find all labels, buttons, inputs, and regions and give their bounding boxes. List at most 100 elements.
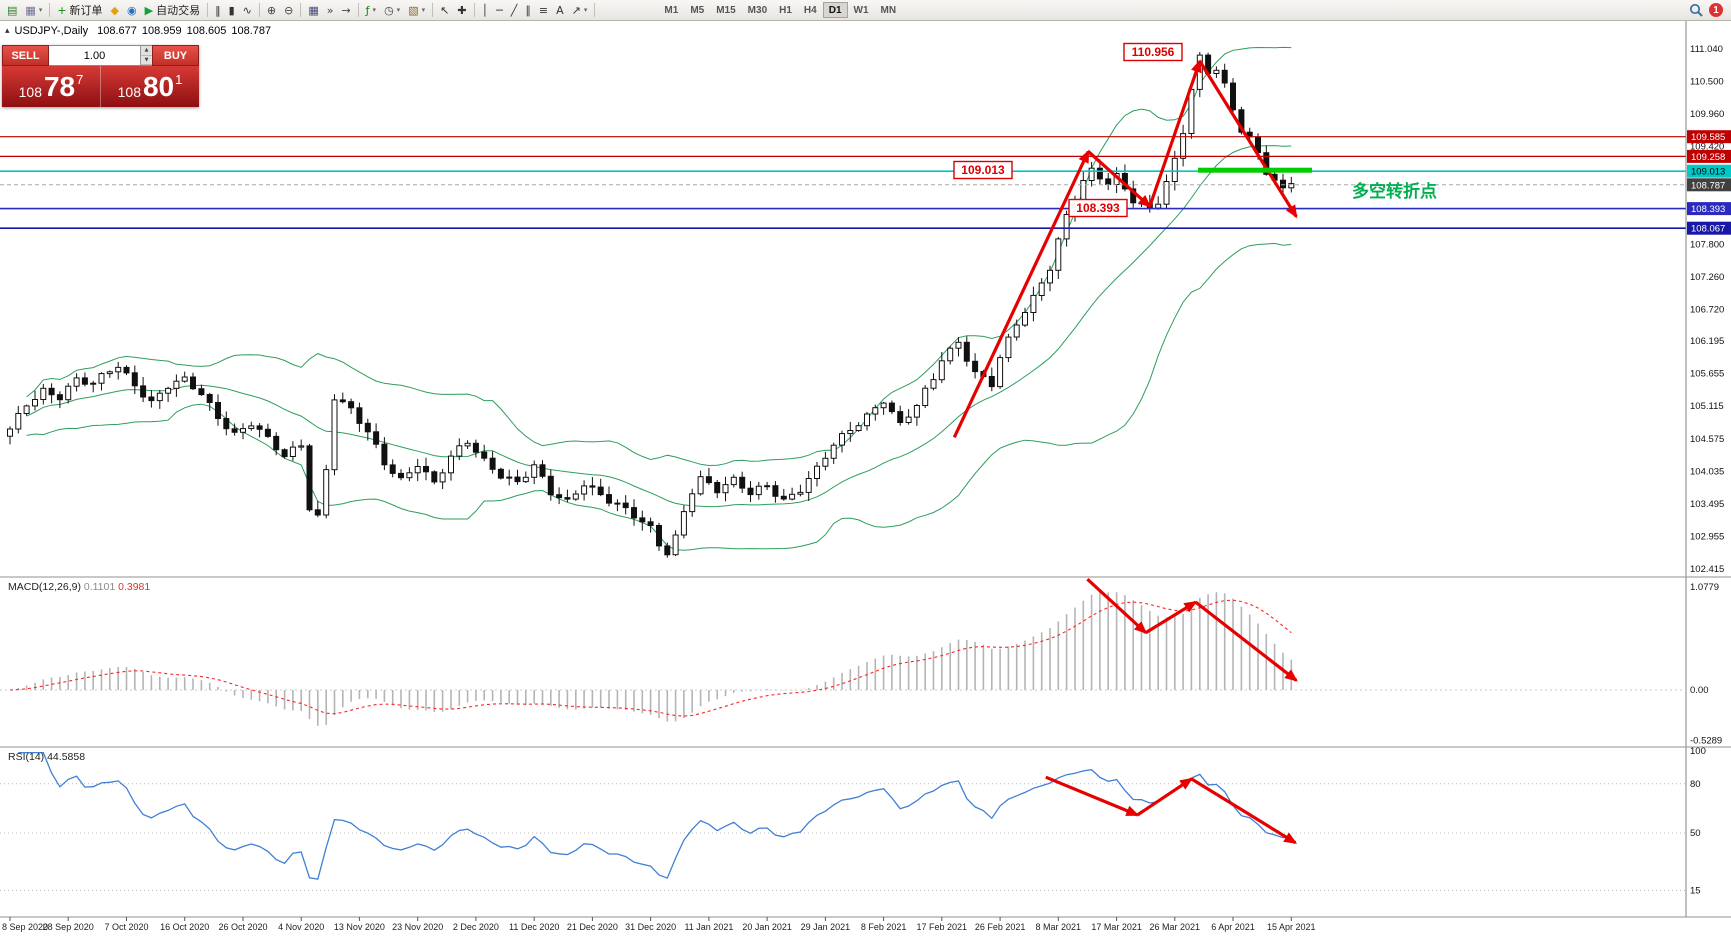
bid-big-digits: 78 xyxy=(43,71,76,102)
new-chart-button[interactable]: ▤ xyxy=(3,1,21,19)
trendline-tool-button[interactable]: ╱ xyxy=(507,1,522,19)
price-callout-box[interactable] xyxy=(1068,198,1128,218)
candle-bearish xyxy=(1138,202,1145,205)
chart-shift-button[interactable]: → xyxy=(337,1,354,19)
cursor-tool-button[interactable]: ↖ xyxy=(436,1,453,19)
timeframe-w1-button[interactable]: W1 xyxy=(853,4,869,16)
period-selector-button[interactable]: ◷ ▾ xyxy=(380,1,404,19)
time-axis-label: 26 Feb 2021 xyxy=(975,922,1026,932)
candle-bullish xyxy=(755,485,762,496)
timeframe-m1-button[interactable]: M1 xyxy=(664,4,679,16)
price-axis-label: 110.500 xyxy=(1690,77,1724,88)
candle-bullish xyxy=(331,399,338,471)
bid-price[interactable]: 108 78 7 xyxy=(2,66,101,107)
trade-panel-prices: 108 78 7 108 80 1 xyxy=(2,66,199,107)
macd-trend-arrow[interactable] xyxy=(1086,578,1148,635)
zoom-out-button[interactable]: ⊖ xyxy=(280,1,297,19)
volume-value[interactable]: 1.00 xyxy=(83,49,106,62)
rsi-trend-arrow[interactable] xyxy=(1190,777,1298,845)
candle-bearish xyxy=(398,472,404,479)
candle-bearish xyxy=(364,422,371,433)
candle-bearish xyxy=(472,442,479,453)
oct-collapse-icon[interactable]: ▴ xyxy=(5,26,10,36)
price-axis-label: 104.035 xyxy=(1690,466,1724,477)
candle-bullish xyxy=(1171,157,1178,183)
metaeditor-icon: ◆ xyxy=(110,3,120,17)
price-axis-label: 107.800 xyxy=(1690,239,1724,250)
timeframe-d1-button[interactable]: D1 xyxy=(822,2,848,18)
crosshair-tool-button[interactable]: ✚ xyxy=(453,1,470,19)
timeframe-h1-button[interactable]: H1 xyxy=(779,4,792,16)
horizontal-line-tool-button[interactable]: ─ xyxy=(492,1,507,19)
timeframe-m5-button[interactable]: M5 xyxy=(690,4,705,16)
time-axis-label: 15 Apr 2021 xyxy=(1267,922,1316,932)
timeframe-h4-button[interactable]: H4 xyxy=(803,4,817,16)
timeframe-m15-button[interactable]: M15 xyxy=(716,4,736,16)
trend-arrow-segment[interactable] xyxy=(952,149,1090,438)
timeframe-mn-button[interactable]: MN xyxy=(880,4,897,16)
candle-bullish xyxy=(1163,181,1170,205)
auto-scroll-button[interactable]: » xyxy=(323,1,338,19)
new-order-button[interactable]: + 新订单 xyxy=(53,1,106,19)
price-callout-box[interactable] xyxy=(953,160,1013,180)
rsi-trend-arrow[interactable] xyxy=(1136,777,1194,817)
timeframe-m30-button[interactable]: M30 xyxy=(747,4,768,16)
history-center-button[interactable]: ◉ xyxy=(123,1,141,19)
turning-point-zone[interactable] xyxy=(1198,167,1312,173)
time-axis-label: 2 Dec 2020 xyxy=(453,922,499,932)
vertical-line-tool-button[interactable]: │ xyxy=(478,1,493,19)
trend-arrow-segment[interactable] xyxy=(1087,150,1152,208)
candle-bearish xyxy=(148,396,155,402)
price-axis[interactable]: 111.040 110.500 109.960 109.420 107.800 107.2… xyxy=(1685,21,1731,917)
candle-bullish xyxy=(805,478,812,493)
macd-trend-arrow[interactable] xyxy=(1144,600,1198,635)
zoom-in-button[interactable]: ⊕ xyxy=(263,1,280,19)
search-icon[interactable] xyxy=(1689,3,1704,18)
candlestick-mode-button[interactable]: ▮ xyxy=(225,1,239,19)
notification-badge[interactable]: 1 xyxy=(1709,3,1723,17)
sell-button[interactable]: SELL xyxy=(2,45,49,66)
indicators-list-button[interactable]: ƒ ▾ xyxy=(362,1,380,19)
text-tool-button[interactable]: A xyxy=(552,1,568,19)
auto-trading-button[interactable]: ▶ 自动交易 xyxy=(141,1,204,19)
candle-bullish xyxy=(165,387,172,394)
toolbar-separator xyxy=(300,3,302,17)
price-axis-label: 109.960 xyxy=(1690,109,1724,120)
macd-trend-arrow[interactable] xyxy=(1194,600,1298,682)
bar-high-value: 108.959 xyxy=(141,25,182,37)
volume-increase-button[interactable]: ▲ xyxy=(141,46,152,56)
tile-windows-button[interactable]: ▦ xyxy=(304,1,322,19)
fibonacci-tool-button[interactable]: ≡ xyxy=(535,1,552,19)
bar-chart-mode-button[interactable]: ‖ xyxy=(211,1,225,19)
metaeditor-button[interactable]: ◆ xyxy=(107,1,123,19)
toolbar-separator xyxy=(432,3,434,17)
candle-bullish xyxy=(730,476,737,486)
price-axis-badge-text: 109.258 xyxy=(1691,152,1725,163)
arrows-tool-button[interactable]: ↗ ▾ xyxy=(568,1,592,19)
candle-bearish xyxy=(1096,167,1103,180)
price-callout-box[interactable] xyxy=(1123,42,1183,62)
ask-price[interactable]: 108 80 1 xyxy=(101,66,199,107)
volume-decrease-button[interactable]: ▼ xyxy=(141,55,152,65)
template-selector-button[interactable]: ▧ ▾ xyxy=(404,1,429,19)
volume-input[interactable]: 1.00 ▲ ▼ xyxy=(49,45,152,66)
candle-bullish xyxy=(456,445,463,457)
candle-bearish xyxy=(190,376,196,390)
channel-tool-button[interactable]: ∥ xyxy=(521,1,535,19)
candle-bearish xyxy=(256,425,263,430)
trend-arrow-segment[interactable] xyxy=(1148,59,1202,207)
buy-button[interactable]: BUY xyxy=(152,45,199,66)
candle-bullish xyxy=(880,402,887,409)
new-order-label: 新订单 xyxy=(69,5,103,17)
rsi-trend-arrow[interactable] xyxy=(1045,775,1140,817)
candle-bullish xyxy=(689,493,696,513)
profiles-button[interactable]: ▦ ▾ xyxy=(21,1,46,19)
candle-bullish xyxy=(814,465,820,480)
trend-arrow-segment[interactable] xyxy=(1198,60,1298,219)
candle-bullish xyxy=(522,476,529,483)
line-chart-mode-button[interactable]: ∿ xyxy=(239,1,256,19)
candle-bearish xyxy=(714,482,721,494)
candle-bullish xyxy=(1022,312,1028,326)
